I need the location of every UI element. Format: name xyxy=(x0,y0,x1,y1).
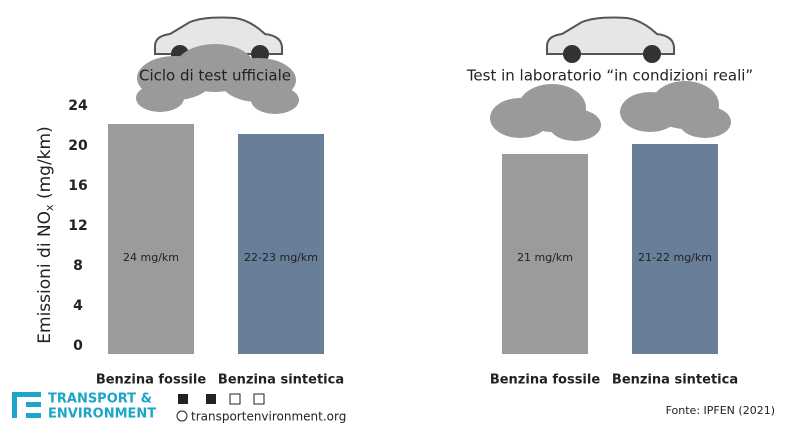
x-tick-label: Benzina fossile xyxy=(96,373,207,388)
y-axis-label: Emissioni di NOx (mg/km) xyxy=(35,126,56,343)
bar-annotation: 24 mg/km xyxy=(123,251,179,264)
x-tick-label: Benzina sintetica xyxy=(218,373,344,388)
y-tick-label: 12 xyxy=(68,218,87,234)
panel-title: Ciclo di test ufficiale xyxy=(139,67,291,85)
bar-annotation: 22-23 mg/km xyxy=(244,251,318,264)
website: transportenvironment.org xyxy=(191,410,346,424)
chart: Ciclo di test ufficiale Test in laborato… xyxy=(0,0,789,425)
bar xyxy=(108,124,194,354)
icons xyxy=(142,284,685,310)
footer: TRANSPORT & ENVIRONMENT transportenviron… xyxy=(12,392,775,424)
x-tick-label: Benzina fossile xyxy=(490,373,601,388)
y-label-text: Emissioni di NO xyxy=(35,211,55,344)
bar-annotation: 21 mg/km xyxy=(517,251,573,264)
logo-text: TRANSPORT & xyxy=(48,392,152,407)
logo-text: ENVIRONMENT xyxy=(48,407,156,422)
bar-annotation: 21-22 mg/km xyxy=(638,251,712,264)
x-tick-label: Benzina sintetica xyxy=(612,373,738,388)
bar xyxy=(238,134,324,354)
y-tick-label: 4 xyxy=(73,298,83,314)
panel-title: Test in laboratorio “in condizioni reali… xyxy=(466,67,753,85)
y-tick-label: 0 xyxy=(73,338,83,354)
source: Fonte: IPFEN (2021) xyxy=(666,404,775,417)
y-tick-label: 16 xyxy=(68,178,87,194)
y-tick-label: 20 xyxy=(68,138,88,154)
y-tick-label: 8 xyxy=(73,258,83,274)
y-tick-label: 24 xyxy=(68,98,88,114)
y-label-suffix: (mg/km) xyxy=(35,126,55,204)
bar xyxy=(632,144,718,354)
